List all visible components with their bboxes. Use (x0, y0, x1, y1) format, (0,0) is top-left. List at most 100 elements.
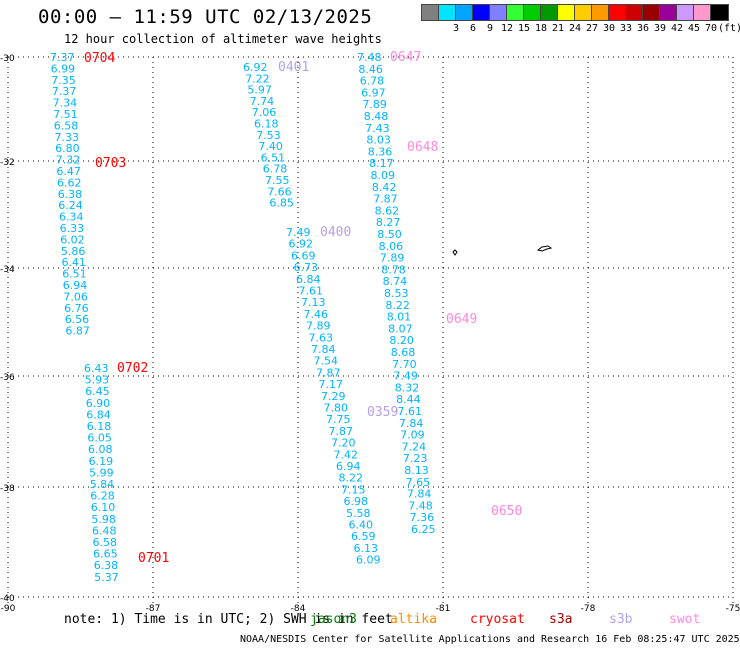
wave-height-value: 6.33 (60, 222, 85, 235)
wave-height-value: 6.92 (243, 61, 268, 74)
legend-swatch (659, 4, 678, 21)
wave-height-value: 8.22 (385, 299, 410, 312)
wave-height-value: 6.78 (263, 163, 288, 176)
lon-tick-label: -78 (581, 604, 596, 614)
credit-line: NOAA/NESDIS Center for Satellite Applica… (240, 634, 740, 645)
wave-height-value: 8.68 (391, 346, 416, 359)
legend-swatch (523, 4, 542, 21)
wave-height-value: 6.51 (62, 268, 86, 281)
wave-height-value: 5.58 (346, 507, 371, 520)
pass-time-label: 0648 (407, 140, 438, 155)
wave-height-value: 7.61 (398, 405, 423, 418)
wave-height-value: 8.01 (387, 311, 412, 324)
lat-tick-label: -36 (0, 373, 15, 383)
legend-swatch (574, 4, 593, 21)
wave-height-value: 7.66 (267, 185, 292, 198)
wave-height-value: 7.09 (400, 429, 425, 442)
wave-height-value: 6.84 (86, 408, 111, 421)
wave-height-value: 7.48 (408, 499, 433, 512)
wave-height-value: 7.65 (406, 476, 431, 489)
wave-height-value: 8.32 (395, 381, 420, 394)
pass-time-label: 0401 (278, 60, 309, 75)
legend-swatch (421, 4, 440, 21)
wave-height-value: 7.33 (55, 131, 80, 144)
wave-height-value: 8.06 (379, 240, 404, 253)
pass-time-label: 0702 (117, 361, 148, 376)
wave-height-value: 8.78 (381, 263, 406, 276)
lon-tick-label: -75 (726, 604, 740, 614)
legend-label: 3 (452, 23, 460, 34)
wave-height-value: 6.59 (351, 530, 376, 543)
legend-swatch (438, 4, 457, 21)
wave-height-value: 7.24 (402, 440, 427, 453)
wave-height-value: 7.15 (341, 483, 366, 496)
wave-height-value: 6.84 (296, 273, 321, 286)
wave-height-value: 6.38 (94, 559, 119, 572)
wave-height-value: 8.07 (388, 322, 413, 335)
wave-height-value: 7.23 (403, 452, 428, 465)
wave-height-value: 8.48 (364, 110, 389, 123)
wave-height-value: 7.35 (51, 74, 76, 87)
wave-height-value: 7.84 (407, 488, 432, 501)
wave-height-value: 7.49 (393, 370, 418, 383)
legend-label: 42 (670, 23, 684, 34)
wave-height-value: 7.89 (306, 320, 331, 333)
wave-height-value: 7.80 (324, 402, 349, 415)
wave-height-value: 7.06 (63, 290, 88, 303)
wave-height-value: 6.87 (65, 325, 90, 338)
wave-height-value: 7.87 (373, 193, 398, 206)
legend-label: 6 (469, 23, 477, 34)
wave-height-value: 6.58 (54, 119, 79, 132)
legend-label: 21 (551, 23, 565, 34)
wave-height-value: 5.37 (94, 571, 119, 584)
wave-height-value: 6.40 (349, 519, 374, 532)
note-text: note: 1) Time is in UTC; 2) SWH is in fe… (64, 612, 393, 627)
lat-tick-label: -30 (0, 54, 15, 64)
legend-label: 45 (687, 23, 701, 34)
legend-label: 33 (619, 23, 633, 34)
wave-height-value: 8.20 (389, 334, 414, 347)
legend-label: 36 (636, 23, 650, 34)
wave-height-value: 6.08 (88, 443, 113, 456)
wave-height-value: 6.45 (85, 385, 110, 398)
wave-height-value: 7.49 (286, 226, 311, 239)
wave-height-value: 6.90 (86, 397, 111, 410)
legend-swatch (676, 4, 695, 21)
wave-height-value: 6.58 (93, 536, 118, 549)
wave-height-value: 8.46 (358, 63, 383, 76)
wave-height-value: 7.37 (50, 51, 75, 64)
wave-height-value: 6.62 (57, 176, 82, 189)
lat-tick-label: -32 (0, 158, 15, 168)
lat-tick-label: -40 (0, 594, 15, 604)
wave-height-value: 6.69 (291, 249, 316, 262)
satellite-name: altika (390, 612, 437, 627)
wave-height-value: 6.78 (360, 75, 385, 88)
wave-height-value: 7.70 (392, 358, 417, 371)
legend-unit: (ft) (717, 23, 740, 34)
legend-label: 15 (517, 23, 531, 34)
wave-height-value: 8.17 (369, 157, 394, 170)
wave-height-value: 8.03 (366, 134, 391, 147)
pass-time-label: 0650 (491, 504, 522, 519)
satellite-name: swot (669, 612, 701, 627)
wave-height-value: 7.48 (357, 51, 382, 64)
wave-height-value: 8.27 (376, 216, 401, 229)
legend-swatch (693, 4, 712, 21)
wave-height-value: 7.42 (334, 448, 359, 461)
wave-height-value: 7.36 (410, 511, 435, 524)
wave-height-value: 7.75 (326, 413, 351, 426)
wave-height-value: 7.89 (362, 98, 387, 111)
wave-height-value: 7.46 (304, 308, 329, 321)
wave-height-value: 6.43 (84, 362, 109, 375)
wave-height-value: 8.42 (372, 181, 397, 194)
wave-height-value: 7.87 (316, 366, 341, 379)
wave-height-value: 6.85 (269, 197, 294, 210)
wave-height-value: 7.84 (311, 343, 336, 356)
wave-height-value: 7.51 (53, 108, 77, 121)
wave-height-value: 8.53 (384, 287, 409, 300)
wave-height-value: 7.13 (301, 296, 326, 309)
island-shape (452, 249, 458, 256)
wave-height-value: 6.48 (92, 524, 117, 537)
wave-height-value: 6.25 (411, 523, 436, 536)
